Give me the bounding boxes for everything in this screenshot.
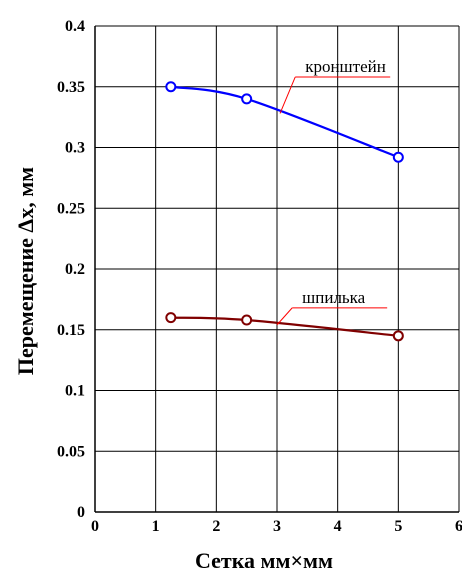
y-tick-label: 0.3: [65, 140, 85, 157]
y-tick-label: 0.2: [65, 261, 85, 278]
y-tick-label: 0: [77, 504, 85, 521]
y-tick-label: 0.35: [57, 79, 85, 96]
x-tick-label: 3: [273, 518, 281, 535]
x-tick-label: 5: [394, 518, 402, 535]
series-1-point: [392, 151, 404, 163]
y-tick-label: 0.4: [65, 18, 85, 35]
x-tick-label: 0: [91, 518, 99, 535]
series-line-2: [170, 316, 399, 337]
y-tick-labels: 0 0.05 0.1 0.15 0.2 0.25 0.3 0.35 0.4: [57, 18, 85, 521]
series-name-label-2: шпилька: [302, 288, 366, 307]
x-tick-label: 2: [212, 518, 220, 535]
grid: [94, 25, 460, 513]
x-tick-label: 1: [152, 518, 160, 535]
series-1-point: [241, 93, 253, 105]
y-tick-label: 0.15: [57, 322, 85, 339]
series-1-point: [165, 81, 177, 93]
x-tick-label: 6: [455, 518, 462, 535]
series-line-1: [170, 85, 399, 159]
x-tick-labels: 0 1 2 3 4 5 6: [91, 518, 462, 535]
series-layer: [165, 81, 404, 342]
y-tick-label: 0.1: [65, 383, 85, 400]
annotation-leader-1: [279, 76, 296, 114]
series-2-point: [241, 314, 253, 326]
series-annotations: кронштейн шпилька: [276, 57, 391, 326]
series-2-point: [392, 330, 404, 342]
axes: [94, 26, 459, 513]
y-tick-label: 0.05: [57, 443, 85, 460]
annotation-leader-2: [276, 307, 293, 326]
series-name-label-1: кронштейн: [305, 57, 386, 76]
x-axis-label: Сетка мм×мм: [195, 548, 333, 573]
y-tick-label: 0.25: [57, 200, 85, 217]
x-tick-label: 4: [334, 518, 342, 535]
series-2-point: [165, 312, 177, 324]
y-axis-label: Перемещение Δx, мм: [13, 167, 38, 375]
